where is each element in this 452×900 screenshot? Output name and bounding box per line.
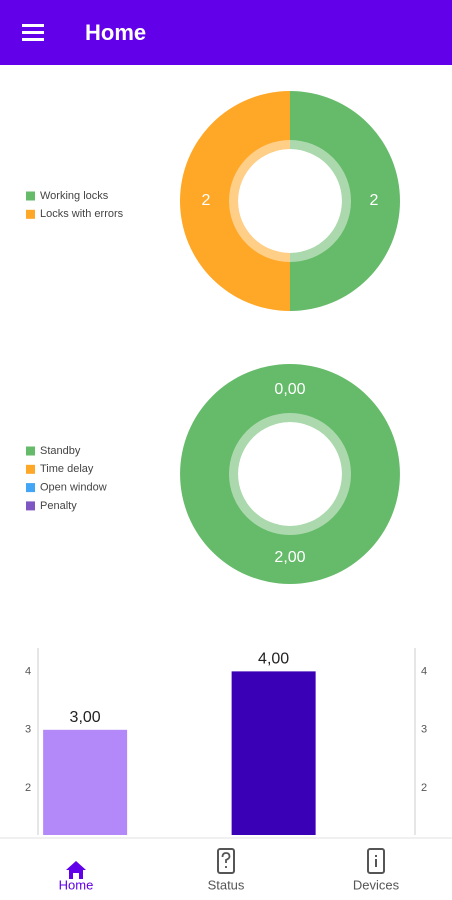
nav-item[interactable]: Devices <box>353 848 400 892</box>
nav-item[interactable]: Home <box>59 861 94 892</box>
legend-swatch <box>26 209 35 219</box>
legend-swatch <box>26 464 35 474</box>
menu-icon-bar <box>22 38 44 41</box>
y-tick-label: 3 <box>25 724 31 736</box>
bar <box>43 729 128 835</box>
donut-hole <box>238 149 342 253</box>
legend-swatch <box>26 446 35 456</box>
legend-swatch <box>26 191 35 201</box>
status-icon <box>217 848 235 874</box>
menu-icon-bar <box>22 24 44 27</box>
y-tick-label: 2 <box>25 782 31 794</box>
app-bar <box>0 0 452 65</box>
menu-icon-bar <box>22 31 44 34</box>
donut-slice <box>180 91 290 311</box>
app-bar-title: Home <box>85 20 146 45</box>
y2-tick-label: 2 <box>421 782 427 794</box>
devices-icon <box>367 848 385 874</box>
home-icon <box>66 861 86 879</box>
nav-item[interactable]: Status <box>208 848 245 892</box>
legend-label: Open window <box>40 482 107 494</box>
donut-value-label: 2 <box>202 192 211 209</box>
legend-label: Working locks <box>40 190 109 202</box>
legend-label: Standby <box>40 445 81 457</box>
donut-value-label: 2 <box>370 192 379 209</box>
nav-label: Home <box>59 877 94 892</box>
nav-label: Status <box>208 877 245 892</box>
bar-value-label: 4,00 <box>258 651 289 668</box>
bar-value-label: 3,00 <box>70 709 101 726</box>
donut-inner-ring <box>229 140 351 262</box>
y2-tick-label: 4 <box>421 665 427 677</box>
legend-label: Locks with errors <box>40 208 124 220</box>
y-tick-label: 4 <box>25 665 31 677</box>
y2-tick-label: 3 <box>421 724 427 736</box>
legend-swatch <box>26 483 35 493</box>
donut-slice <box>290 91 400 311</box>
legend-label: Time delay <box>40 463 94 475</box>
donut-inner-ring <box>229 413 351 535</box>
legend-label: Penalty <box>40 500 77 512</box>
menu-button[interactable] <box>22 24 44 41</box>
donut-value-label: 2,00 <box>274 549 305 566</box>
donut-value-label: 0,00 <box>274 381 305 398</box>
nav-label: Devices <box>353 877 400 892</box>
bar <box>231 671 316 835</box>
donut-hole <box>238 422 342 526</box>
legend-swatch <box>26 501 35 511</box>
status-icon-mark <box>221 852 231 868</box>
